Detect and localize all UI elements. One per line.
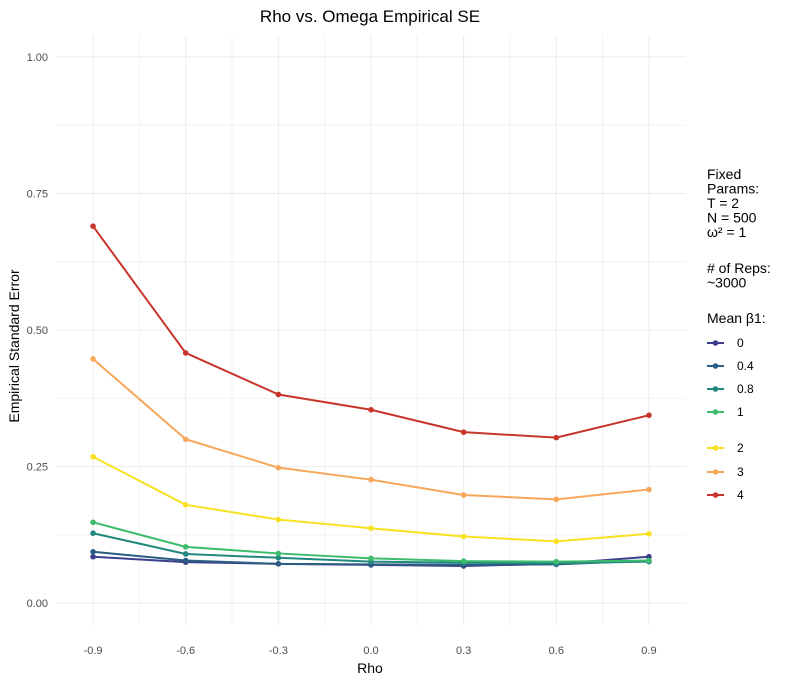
y-tick-label: 0.75 [27, 188, 48, 200]
series-3 [90, 356, 652, 503]
legend-fixed-params-line: Params: [707, 181, 759, 197]
y-tick-label: 1.00 [27, 52, 48, 64]
legend-item-label: 0.4 [737, 359, 754, 373]
legend-key-point [712, 409, 719, 415]
legend-key-point [712, 340, 719, 346]
series-4 [90, 223, 652, 441]
x-axis-title: Rho [357, 660, 383, 676]
data-point [275, 555, 282, 561]
x-tick-label: 0.6 [549, 645, 564, 657]
series-group [90, 223, 652, 569]
legend-series-title: Mean β1: [707, 310, 766, 326]
legend-key-point [712, 445, 719, 451]
data-point [368, 406, 374, 413]
data-point [182, 350, 189, 356]
data-point [368, 555, 374, 562]
legend-reps-line: ~3000 [707, 275, 747, 291]
data-point [275, 550, 282, 557]
y-tick-label: 0.50 [27, 325, 48, 337]
data-point [90, 453, 96, 460]
x-axis-ticks: -0.9 -0.6 -0.3 0.0 0.3 0.6 0.9 [84, 645, 657, 657]
data-point [553, 496, 560, 503]
legend-item-label: 2 [737, 441, 744, 455]
y-tick-label: 0.00 [27, 598, 48, 610]
data-point [553, 538, 560, 545]
legend-item-label: 0.8 [737, 382, 754, 396]
x-tick-label: -0.6 [176, 645, 195, 657]
grid [56, 35, 686, 625]
series-2 [90, 453, 652, 545]
data-point [182, 502, 189, 508]
legend-item-label: 1 [737, 405, 744, 419]
data-point [460, 533, 467, 540]
data-point [646, 486, 652, 493]
legend-item-0.8: 0.8 [707, 382, 754, 396]
data-point [90, 530, 96, 537]
data-point [90, 223, 96, 230]
legend-key-point [712, 363, 719, 369]
legend-key-point [712, 469, 719, 475]
legend-item-label: 4 [737, 488, 744, 502]
data-point [275, 464, 282, 471]
data-point [460, 492, 467, 498]
legend-item-4: 4 [707, 488, 744, 502]
legend-item-3: 3 [707, 465, 744, 479]
data-point [368, 525, 374, 532]
legend-item-label: 0 [737, 336, 744, 350]
data-point [182, 544, 189, 550]
data-point [553, 434, 560, 441]
legend-item-0.4: 0.4 [707, 359, 754, 373]
legend-item-label: 3 [737, 465, 744, 479]
legend-item-0: 0 [707, 336, 744, 350]
y-tick-label: 0.25 [27, 462, 48, 474]
legend-key-point [712, 492, 719, 498]
data-point [182, 551, 189, 557]
data-point [275, 516, 282, 523]
x-tick-label: 0.0 [363, 645, 378, 657]
legend-fixed-params-line: T = 2 [707, 195, 739, 211]
data-point [182, 436, 189, 443]
data-point [90, 548, 96, 555]
data-point [90, 356, 96, 362]
data-point [275, 561, 282, 567]
data-point [368, 476, 374, 483]
x-tick-label: 0.3 [456, 645, 471, 657]
chart-title: Rho vs. Omega Empirical SE [260, 7, 480, 26]
x-tick-label: -0.3 [269, 645, 288, 657]
data-point [646, 530, 652, 537]
legend-item-1: 1 [707, 405, 744, 419]
legend-item-2: 2 [707, 441, 744, 455]
series-1 [90, 519, 652, 565]
data-point [646, 557, 652, 564]
data-point [646, 412, 652, 419]
x-tick-label: 0.9 [641, 645, 656, 657]
data-point [182, 557, 189, 564]
legend-fixed-params-line: ω² = 1 [707, 224, 747, 240]
y-axis-title: Empirical Standard Error [6, 269, 22, 423]
data-point [90, 553, 96, 560]
y-axis-ticks: 0.00 0.25 0.50 0.75 1.00 [27, 52, 48, 610]
data-point [90, 519, 96, 526]
data-point [460, 558, 467, 564]
data-point [275, 391, 282, 398]
legend-reps-line: # of Reps: [707, 260, 771, 276]
data-point [460, 429, 467, 435]
data-point [553, 558, 560, 565]
legend-fixed-params-line: N = 500 [707, 210, 757, 226]
legend-fixed-params-line: Fixed [707, 166, 741, 182]
legend-key-point [712, 386, 719, 392]
x-tick-label: -0.9 [84, 645, 103, 657]
